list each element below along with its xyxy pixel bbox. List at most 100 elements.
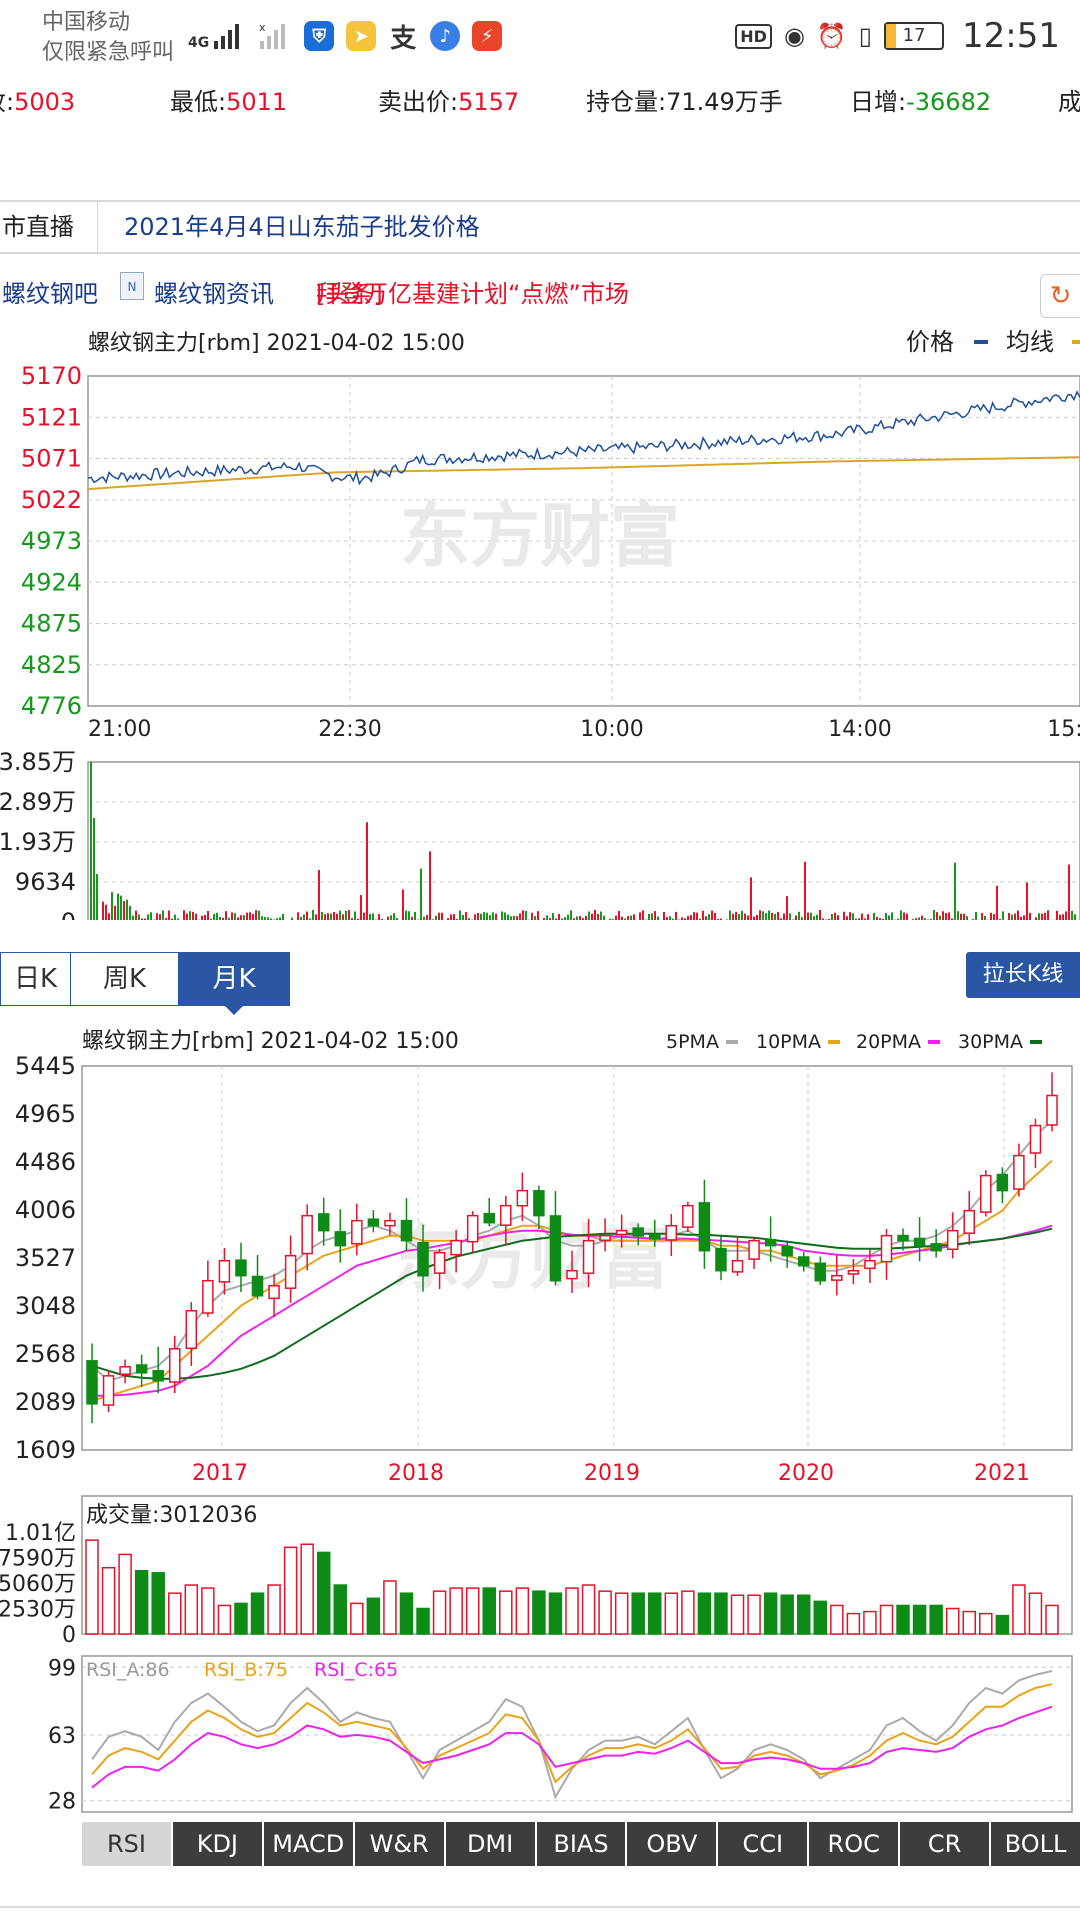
- volume-bar: [219, 916, 221, 920]
- volume-bar: [681, 1590, 695, 1635]
- quote-ask: 卖出价:5157: [378, 82, 519, 117]
- signal-bars-icon: [214, 24, 240, 49]
- quote-value: 5003: [14, 88, 76, 116]
- volume-bar: [234, 913, 236, 920]
- tab-weekly[interactable]: 周K: [71, 953, 179, 1005]
- volume-bar: [849, 912, 851, 920]
- candle-body: [880, 1234, 893, 1263]
- volume-bar: [927, 919, 929, 920]
- tab-boll[interactable]: BOLL: [991, 1822, 1080, 1866]
- volume-bar: [291, 917, 293, 920]
- y-tick: 5445: [15, 1052, 76, 1080]
- y-tick: 3048: [15, 1292, 76, 1320]
- volume-bar: [315, 914, 317, 920]
- volume-bar: [303, 914, 305, 920]
- y-tick: 4875: [21, 610, 82, 638]
- status-right: HD ◉ ⏰ ▯ 17 12:51: [735, 14, 1060, 58]
- tab-cr[interactable]: CR: [900, 1822, 992, 1866]
- volume-bar: [138, 914, 140, 920]
- volume-bar: [399, 1592, 414, 1635]
- tab-daily[interactable]: 日K: [1, 953, 71, 1005]
- volume-bar: [948, 912, 950, 920]
- candle-body: [582, 1239, 595, 1274]
- volume-bar: [642, 910, 644, 920]
- kline-frame: [81, 1065, 1073, 1451]
- battery-level: 17: [902, 25, 926, 46]
- tab-macd[interactable]: MACD: [263, 1822, 355, 1866]
- kline-grid: [81, 1065, 1073, 1635]
- volume-bar: [951, 918, 953, 920]
- tab-rsi[interactable]: RSI: [82, 1822, 173, 1866]
- volume-bar: [1008, 912, 1010, 920]
- tab-roc[interactable]: ROC: [809, 1822, 901, 1866]
- volume-bar: [729, 910, 731, 920]
- tab-bias[interactable]: BIAS: [536, 1822, 628, 1866]
- volume-bar: [879, 918, 881, 920]
- rsi-tick: 28: [48, 1790, 76, 1815]
- hd-icon: HD: [735, 23, 772, 49]
- refresh-icon[interactable]: ↻: [1040, 274, 1080, 318]
- volume-bar: [378, 914, 380, 920]
- volume-bar: [240, 915, 242, 920]
- volume-bar: [184, 1584, 199, 1635]
- volume-bar: [813, 1600, 828, 1635]
- candle-body: [913, 1237, 926, 1247]
- live-tag[interactable]: 市直播: [0, 202, 98, 252]
- battery-icon: 17: [884, 22, 945, 50]
- volume-bar: [612, 918, 614, 920]
- ma-legend-label: 5PMA: [666, 1031, 719, 1053]
- intraday-y-axis: 5170 5121 5071 5022 4973 4924 4875 4825 4776: [21, 362, 82, 720]
- stretch-kline-button[interactable]: 拉长K线: [966, 952, 1080, 998]
- volume-bar: [663, 911, 665, 920]
- y-tick: 4924: [21, 568, 82, 596]
- volume-bar: [1026, 882, 1028, 920]
- tab-dmi[interactable]: DMI: [445, 1822, 537, 1866]
- volume-bar: [534, 916, 536, 920]
- volume-tick: 9634: [15, 868, 76, 896]
- candle-body: [202, 1279, 214, 1314]
- volume-bar: [118, 1553, 132, 1635]
- volume-bar: [825, 919, 827, 920]
- news-ticker[interactable]: 市直播 2021年4月4日山东茄子批发价格: [0, 200, 1080, 254]
- forum-link[interactable]: 螺纹钢吧: [2, 280, 98, 308]
- info-link[interactable]: 螺纹钢资讯: [154, 280, 274, 308]
- volume-bar: [168, 910, 170, 920]
- volume-bar: [438, 912, 440, 920]
- volume-bar: [834, 912, 836, 920]
- volume-bar: [552, 913, 554, 920]
- tab-cci[interactable]: CCI: [718, 1822, 810, 1866]
- volume-bar: [822, 918, 824, 920]
- volume-bar: [213, 914, 215, 920]
- volume-bar: [921, 915, 923, 920]
- candle-body: [963, 1209, 975, 1234]
- volume-bar: [447, 918, 449, 920]
- paper-plane-app-icon: ➤: [346, 21, 377, 51]
- tab-kdj[interactable]: KDJ: [172, 1822, 264, 1866]
- x-tick: 2021: [974, 1461, 1030, 1486]
- quote-value: 5011: [226, 88, 288, 116]
- candle-body: [864, 1259, 876, 1270]
- volume-bar: [807, 912, 809, 920]
- volume-bar: [813, 916, 815, 920]
- volume-bar: [759, 910, 761, 920]
- quote-low: 最低:5011: [170, 82, 287, 117]
- volume-bar: [105, 904, 107, 920]
- news-headline[interactable]: 2021年4月4日山东茄子批发价格: [124, 213, 480, 241]
- signal-icon: 4G: [188, 21, 246, 51]
- kline-volume: [85, 1539, 1059, 1635]
- rsi-line-RSI_A: [91, 1670, 1053, 1800]
- rsi-a-label: RSI_A:86: [86, 1659, 170, 1681]
- volume-bar: [111, 892, 113, 920]
- candle-body: [748, 1239, 760, 1260]
- y-tick: 4825: [21, 651, 82, 679]
- tab-monthly[interactable]: 月K: [179, 953, 289, 1015]
- tab-wr[interactable]: W&R: [354, 1822, 446, 1866]
- tab-obv[interactable]: OBV: [627, 1822, 719, 1866]
- volume-bar: [699, 918, 701, 920]
- volume-bar: [411, 916, 413, 920]
- volume-bar: [933, 910, 935, 920]
- volume-bar: [141, 918, 143, 920]
- volume-bar: [762, 911, 764, 920]
- rsi-panel: [81, 1655, 1073, 1813]
- volume-bar: [1056, 910, 1058, 920]
